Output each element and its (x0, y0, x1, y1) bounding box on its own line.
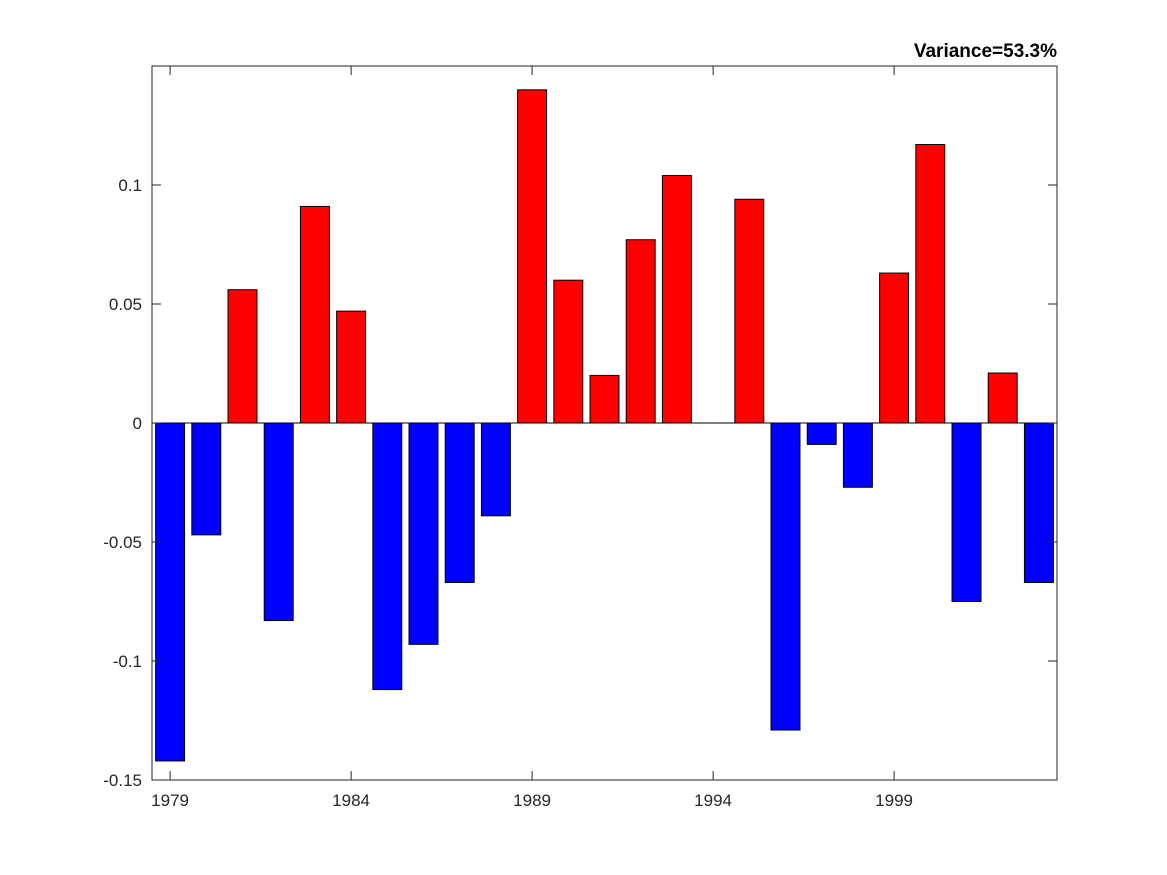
bar-1983 (299, 205, 330, 424)
bar-1998 (842, 422, 873, 488)
bar-1993 (661, 174, 692, 424)
x-tick-label: 1999 (875, 791, 913, 810)
y-tick-label: -0.15 (103, 771, 142, 790)
bar-1988 (480, 422, 511, 517)
bars-group (155, 89, 1054, 762)
y-tick-label: 0 (133, 414, 142, 433)
bar-2001 (951, 422, 982, 602)
bar-1982 (263, 422, 294, 622)
chart-title: Variance=53.3% (914, 41, 1057, 62)
bar-1980 (191, 422, 222, 536)
y-tick-label: 0.1 (118, 176, 142, 195)
bar-1996 (770, 422, 801, 731)
bar-1997 (806, 422, 837, 445)
bar-1989 (517, 89, 548, 424)
bar-1995 (734, 198, 765, 424)
bar-1979 (155, 422, 186, 762)
bar-1986 (408, 422, 439, 645)
bar-1999 (879, 272, 910, 424)
y-axis: -0.15 -0.1 -0.05 0 0.05 0.1 (103, 176, 1057, 790)
bar-1987 (444, 422, 475, 583)
x-tick-label: 1984 (332, 791, 370, 810)
bar-2003 (1023, 422, 1054, 583)
bar-1991 (589, 374, 620, 424)
y-tick-label: -0.05 (103, 533, 142, 552)
y-tick-label: -0.1 (113, 652, 142, 671)
bar-1981 (227, 289, 258, 424)
x-axis: 1979 1984 1989 1994 1999 (151, 66, 913, 810)
bar-1990 (553, 279, 584, 424)
x-tick-label: 1979 (151, 791, 189, 810)
bar-2002 (987, 372, 1018, 424)
bar-1985 (372, 422, 403, 691)
bar-1984 (336, 310, 367, 424)
x-tick-label: 1994 (694, 791, 732, 810)
bar-2000 (915, 144, 946, 424)
bar-1992 (625, 239, 656, 424)
y-tick-label: 0.05 (109, 295, 142, 314)
x-tick-label: 1989 (513, 791, 551, 810)
